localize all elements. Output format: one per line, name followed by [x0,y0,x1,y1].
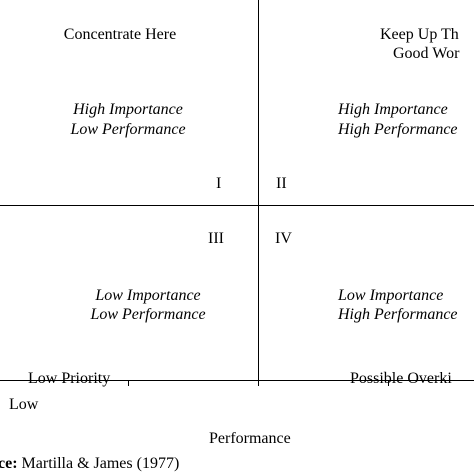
quadrant-iv-performance: High Performance [338,306,458,323]
x-axis-tick [128,380,129,386]
quadrant-iv-numeral: IV [275,230,292,247]
quadrant-i-importance: High Importance [73,101,183,118]
quadrant-iv-footer: Possible Overki [350,370,452,387]
quadrant-iv-importance: Low Importance [338,287,444,304]
quadrant-i-performance: Low Performance [70,121,186,138]
horizontal-divider [0,205,474,206]
quadrant-iii-footer: Low Priority [28,370,111,387]
x-axis-tick [258,380,259,386]
quadrant-ii-heading-line2: Good Wor [393,45,460,62]
vertical-divider [258,0,259,385]
x-axis-title: Performance [209,430,291,447]
quadrant-i-numeral: I [216,175,222,192]
source-prefix: ce: [0,455,18,472]
source-citation: Martilla & James (1977) [21,455,180,472]
quadrant-i-heading: Concentrate Here [63,26,177,43]
quadrant-iii-importance: Low Importance [95,287,201,304]
quadrant-iii-performance: Low Performance [90,306,206,323]
quadrant-iii-numeral: III [208,230,224,247]
quadrant-ii-performance: High Performance [338,121,458,138]
quadrant-ii-numeral: II [276,175,287,192]
x-axis-line [0,380,474,381]
quadrant-ii-importance: High Importance [338,101,448,118]
x-axis-tick [388,380,389,386]
source-note: ce: Martilla & James (1977) [0,455,179,473]
x-axis-low-label: Low [9,396,39,413]
quadrant-ii-heading-line1: Keep Up Th [380,26,459,43]
